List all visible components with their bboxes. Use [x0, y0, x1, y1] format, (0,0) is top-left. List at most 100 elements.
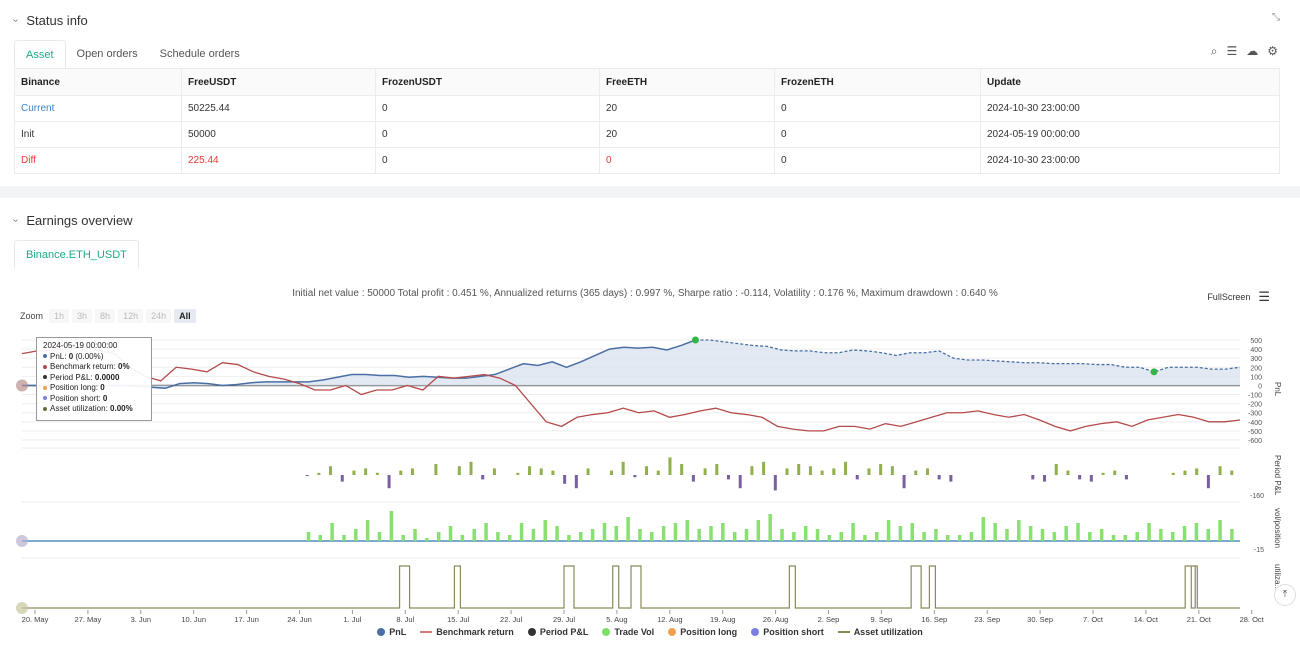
util-start-marker [16, 602, 28, 614]
x-tick-label: 10. Jun [181, 615, 206, 624]
trade-vol-bar [626, 517, 630, 541]
menu-icon[interactable]: ☰ [1258, 289, 1270, 304]
asset-table: Binance FreeUSDT FrozenUSDT FreeETH Froz… [14, 68, 1280, 174]
zoom-8h-button[interactable]: 8h [95, 309, 116, 323]
gear-icon[interactable]: ⚙ [1267, 44, 1278, 58]
expand-icon[interactable]: ⤡ [1272, 12, 1280, 23]
period-pl-bar [914, 470, 918, 475]
tooltip-value: 0% [118, 362, 130, 371]
y-tick-label: 500 [1250, 338, 1262, 345]
period-pl-bar [691, 475, 695, 482]
legend-item[interactable]: Asset utilization [837, 627, 923, 637]
period-pl-bar [656, 470, 660, 475]
pnl-start-marker [16, 379, 28, 392]
legend-item[interactable]: Position short [751, 627, 824, 637]
trade-vol-bar [436, 532, 441, 541]
zoom-all-button[interactable]: All [174, 309, 196, 323]
tab-open-orders[interactable]: Open orders [65, 40, 149, 69]
period-pl-bar [1195, 468, 1199, 475]
status-header[interactable]: › Status info [10, 10, 88, 30]
tooltip-value: 0 [102, 393, 108, 403]
pnl-line-dashed [695, 339, 1241, 373]
trade-vol-bar [661, 526, 666, 541]
legend-item[interactable]: Period P&L [527, 627, 588, 637]
trade-vol-bar [1111, 535, 1116, 541]
legend-dot-icon [43, 406, 47, 411]
axis-label: PnL [1273, 382, 1282, 397]
tooltip-value: 0.0000 [94, 372, 120, 382]
fullscreen-button[interactable]: FullScreen ☰ [1207, 289, 1270, 305]
trade-vol-bar [650, 532, 654, 541]
trade-vol-bar [507, 535, 512, 541]
legend-item[interactable]: Trade Vol [602, 627, 654, 637]
cell: 0 [774, 147, 981, 174]
earnings-header[interactable]: › Earnings overview [10, 210, 132, 230]
trade-vol-bar [614, 526, 619, 541]
trade-vol-bar [815, 529, 820, 541]
legend-label: PnL [389, 627, 407, 637]
trade-vol-bar [780, 529, 784, 541]
trade-vol-bar [1159, 529, 1163, 541]
trade-vol-bar [1170, 532, 1175, 541]
zoom-24h-button[interactable]: 24h [146, 309, 172, 323]
trade-vol-bar [685, 520, 690, 541]
y-tick-label: 300 [1250, 356, 1262, 363]
zoom-12h-button[interactable]: 12h [118, 309, 144, 323]
period-pl-bar [762, 461, 766, 475]
period-pl-bar [305, 475, 309, 477]
tab-schedule-orders[interactable]: Schedule orders [148, 40, 251, 69]
x-tick-label: 17. Jun [234, 615, 259, 624]
row-label[interactable]: Current [14, 95, 182, 122]
period-pl-bar [551, 470, 555, 475]
legend-item[interactable]: Benchmark return [420, 627, 514, 637]
tooltip-label: Position short: [50, 393, 103, 403]
tooltip-line: Benchmark return: 0% [43, 362, 145, 373]
period-pl-bar [481, 475, 485, 480]
period-pl-bar [1089, 475, 1093, 482]
vol-start-marker [16, 535, 28, 547]
zoom-1h-button[interactable]: 1h [49, 309, 70, 323]
period-pl-bar [574, 475, 578, 489]
x-tick-label: 9. Sep [871, 615, 893, 624]
x-tick-label: 2. Sep [818, 615, 840, 624]
trade-vol-bar [1040, 529, 1045, 541]
list-icon[interactable]: ☰ [1226, 44, 1238, 58]
tab-asset[interactable]: Asset [14, 40, 66, 69]
col-header: FreeETH [599, 68, 775, 96]
earnings-chart[interactable]: 500 400 300 200 100 0 -100 -200 -300 -400 -500 -600… [0, 330, 1300, 627]
trade-vol-bar [531, 529, 536, 541]
search-icon[interactable]: ⌕ [1210, 44, 1218, 58]
period-pl-bar [399, 470, 403, 475]
cell: 0 [774, 95, 981, 122]
x-tick-label: 19. Aug [710, 615, 735, 624]
table-row: Init 50000 0 20 0 2024-05-19 00:00:00 [14, 121, 1280, 148]
trade-vol-bar [839, 532, 843, 541]
zoom-bar: Zoom 1h 3h 8h 12h 24h All [20, 309, 196, 323]
legend-label: Trade Vol [614, 627, 655, 637]
x-tick-label: 1. Jul [343, 615, 361, 624]
trade-vol-bar [330, 523, 334, 541]
period-pl-bar [586, 468, 590, 475]
col-header: FrozenETH [774, 68, 981, 96]
zoom-label: Zoom [20, 311, 44, 321]
period-pl-bar [949, 475, 953, 482]
y-tick-label: -400 [1248, 420, 1262, 427]
earnings-tabs: Binance.ETH_USDT [14, 240, 139, 269]
trade-vol-bar [389, 511, 394, 541]
cell: 0 [774, 121, 981, 148]
table-row: Diff 225.44 0 0 0 2024-10-30 23:00:00 [14, 147, 1280, 174]
trade-vol-bar [721, 523, 725, 541]
trade-vol-bar [318, 535, 323, 541]
zoom-3h-button[interactable]: 3h [72, 309, 93, 323]
trade-vol-bar [1218, 520, 1222, 541]
cloud-icon[interactable]: ☁ [1246, 44, 1259, 58]
period-pl-bar [703, 468, 707, 475]
tab-binance-eth-usdt[interactable]: Binance.ETH_USDT [14, 240, 139, 269]
trade-vol-bar [567, 535, 571, 541]
scroll-top-icon[interactable]: ⤒ [1274, 584, 1296, 606]
trade-vol-bar [460, 535, 465, 541]
legend-item[interactable]: Position long [668, 627, 737, 637]
x-tick-label: 24. Jun [287, 615, 312, 624]
legend-item[interactable]: PnL [377, 627, 406, 637]
period-pl-bar [680, 464, 684, 475]
